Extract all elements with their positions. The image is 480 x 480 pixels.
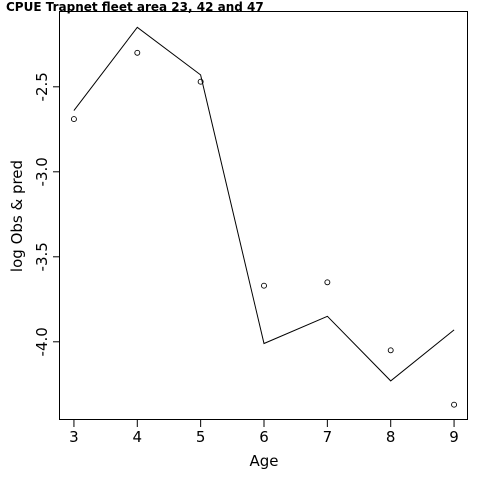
y-axis: -4.0 -3.5 -3.0 -2.5 <box>33 72 60 356</box>
y-tick-label: -2.5 <box>33 72 51 101</box>
y-tick-label: -3.5 <box>33 242 51 271</box>
x-tick-label: 9 <box>449 428 459 446</box>
obs-point <box>387 347 394 354</box>
obs-point <box>134 49 141 56</box>
obs-point <box>261 282 267 289</box>
obs-points <box>70 49 458 408</box>
obs-point <box>324 279 331 286</box>
x-tick-label: 4 <box>133 428 143 446</box>
obs-point <box>70 116 77 123</box>
x-tick-label: 5 <box>196 428 206 446</box>
x-tick-label: 3 <box>69 428 79 446</box>
chart-title: CPUE Trapnet fleet area 23, 42 and 47 <box>6 0 264 14</box>
x-axis: 3 4 5 6 7 8 9 <box>69 420 459 446</box>
pred-line <box>73 26 455 382</box>
x-axis-label: Age <box>249 452 278 470</box>
x-tick-label: 7 <box>323 428 333 446</box>
x-tick-label: 8 <box>386 428 396 446</box>
y-tick-label: -3.0 <box>33 157 51 186</box>
obs-point <box>451 401 458 408</box>
y-tick-label: -4.0 <box>33 327 51 356</box>
obs-point <box>197 78 204 85</box>
x-tick-label: 6 <box>259 428 269 446</box>
y-axis-label: log Obs & pred <box>8 160 26 272</box>
plot-frame <box>59 11 468 420</box>
